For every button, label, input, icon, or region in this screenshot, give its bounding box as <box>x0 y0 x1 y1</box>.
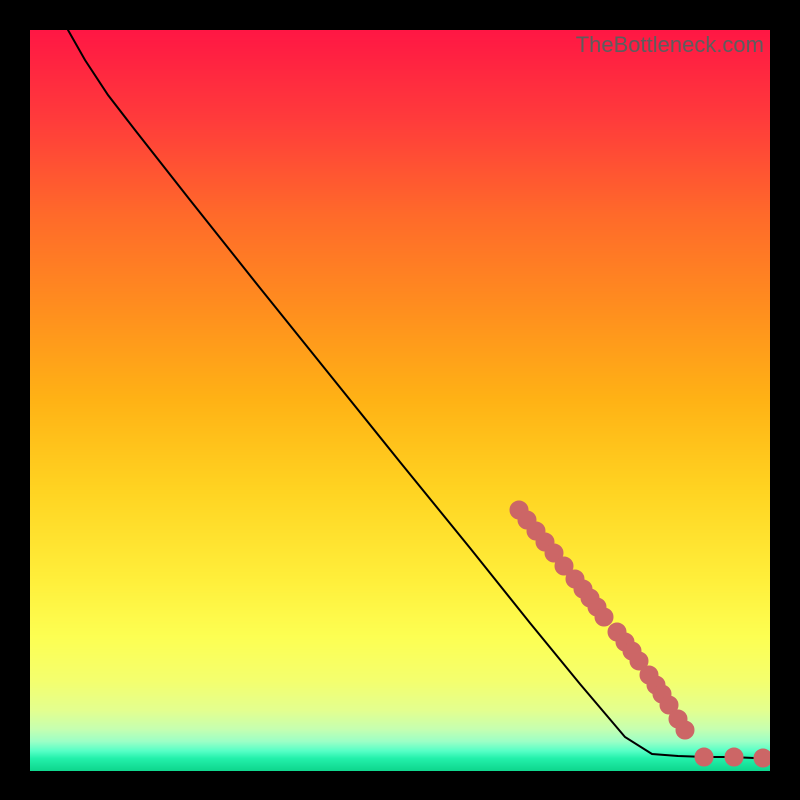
marker-dot <box>754 749 770 767</box>
marker-dot <box>676 721 694 739</box>
marker-dot <box>725 748 743 766</box>
marker-dot <box>595 608 613 626</box>
chart-overlay <box>30 30 770 770</box>
curve-markers <box>510 501 770 767</box>
chart-frame: TheBottleneck.com <box>30 30 770 770</box>
curve-line <box>68 30 770 758</box>
marker-dot <box>695 748 713 766</box>
